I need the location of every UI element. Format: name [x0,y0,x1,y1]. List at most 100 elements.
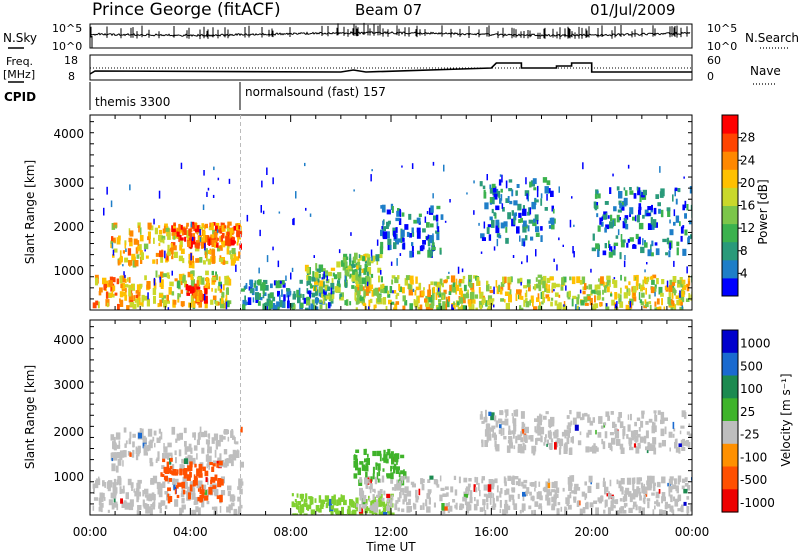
velocity-cell [391,457,395,465]
velocity-cell [485,428,488,434]
velocity-cbar-label: Velocity [m s⁻¹] [779,373,793,466]
velocity-cell [398,472,401,478]
power-cell [182,257,185,264]
power-cell [231,248,236,255]
power-cell [479,304,483,310]
velocity-cell [231,495,236,501]
velocity-cell [184,481,188,489]
power-speckle [147,292,149,300]
power-cell [579,280,583,285]
power-cell [542,275,547,284]
velocity-cell [611,437,616,445]
velocity-cell [182,476,185,483]
power-cell [215,225,218,231]
power-ytick-1000: 1000 [53,264,84,278]
power-speckle [546,194,548,201]
velocity-cell [208,486,213,495]
velocity-cell [205,439,210,445]
velocity-cell [558,447,562,455]
velocity-cell [211,506,217,510]
power-cell [446,299,450,308]
power-cell [322,268,326,272]
velocity-cell [657,410,661,415]
power-cell [436,285,439,291]
velocity-cell [195,506,199,513]
velocity-cell [318,495,322,503]
power-speckle [293,217,295,226]
power-cell [323,294,328,300]
power-cell [551,223,555,230]
velocity-cell [463,477,468,483]
velocity-cell [543,442,546,446]
power-cell [369,260,374,264]
power-cell [385,306,388,310]
power-cell [525,289,528,298]
power-speckle [380,270,382,275]
power-cell [620,234,623,242]
power-cell [416,231,421,239]
velocity-cell [99,502,104,508]
power-cell [182,274,186,282]
power-cell [489,286,492,290]
velocity-cell [303,503,306,507]
power-ylabel: Slant Range [km] [23,160,37,264]
power-cell [225,236,230,243]
power-cell [481,299,485,305]
power-cell [103,283,107,288]
power-cell [378,275,381,283]
velocity-cell [628,442,631,447]
power-cell [650,217,653,225]
power-cell [194,286,196,292]
power-cell [507,212,511,220]
power-cell [496,286,500,295]
velocity-cell [517,493,520,499]
velocity-cell [592,417,595,423]
power-cell [682,225,685,229]
power-cell [532,178,537,185]
velocity-cell [232,449,236,458]
velocity-cell [179,507,183,515]
power-cell [311,292,316,298]
power-cell [180,224,183,230]
velocity-cell [620,478,625,485]
power-cell [415,276,418,284]
power-cell [242,304,246,310]
velocity-cell [653,447,657,455]
power-cbar-segment [722,151,738,170]
power-cbar-segment [722,241,738,261]
velocity-cell [174,478,179,483]
power-cell [677,284,680,288]
power-cell [112,293,115,298]
power-cell [690,234,692,239]
power-cell [200,238,204,242]
velocity-cell [139,428,142,436]
power-cell [530,236,534,241]
velocity-cell [452,499,456,503]
power-cell [619,301,624,308]
velocity-cell [221,460,225,467]
velocity-cbar-segment [722,398,738,422]
velocity-cell [534,480,537,488]
velocity-cell [231,429,234,434]
velocity-cell [359,489,362,493]
velocity-cell [499,411,504,415]
power-cell [224,278,229,286]
power-cell [632,285,637,293]
power-cell [645,287,647,295]
velocity-cell [551,418,555,427]
power-cell [220,296,224,304]
power-speckle [326,275,328,281]
power-cell [120,283,123,289]
power-cell [484,202,489,210]
velocity-cell [627,424,631,432]
velocity-cell [594,447,599,452]
velocity-cell [237,486,241,490]
power-cell [223,224,226,232]
velocity-cell [548,419,553,428]
power-cell [542,297,545,303]
velocity-cell [198,431,201,440]
power-cell [388,299,392,305]
velocity-cell [670,477,673,484]
power-cell [530,295,534,302]
velocity-cell [679,430,682,435]
